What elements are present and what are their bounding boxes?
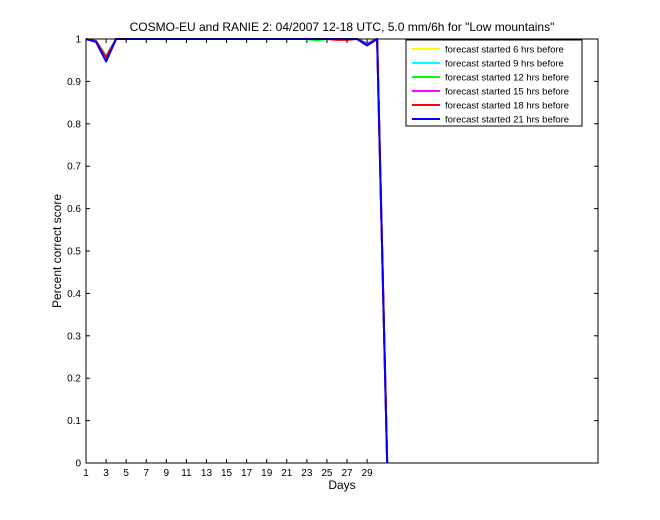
x-tick-label: 25 [321, 468, 333, 479]
y-tick-label: 0.5 [67, 247, 81, 258]
y-tick-label: 0.7 [67, 162, 81, 173]
x-tick-label: 21 [281, 468, 293, 479]
y-tick-label: 0.9 [67, 77, 81, 88]
x-tick-label: 27 [341, 468, 353, 479]
x-tick-label: 11 [181, 468, 192, 479]
legend-label-3: forecast started 12 hrs before [445, 73, 569, 84]
x-tick-label: 13 [201, 468, 213, 479]
x-tick-label: 7 [143, 468, 149, 479]
chart-title: COSMO-EU and RANIE 2: 04/2007 12-18 UTC,… [130, 20, 555, 34]
legend-label-2: forecast started 9 hrs before [445, 59, 564, 70]
legend-label-6: forecast started 21 hrs before [445, 115, 569, 126]
legend-items: forecast started 6 hrs before forecast st… [412, 45, 569, 126]
x-tick-label: 9 [164, 468, 170, 479]
y-axis-ticks: 0 0.1 0.2 0.3 0.4 0.5 0.6 0.7 0.8 0.9 1 [67, 35, 598, 470]
x-tick-label: 3 [103, 468, 109, 479]
y-tick-label: 0.4 [67, 289, 81, 300]
legend-label-4: forecast started 15 hrs before [445, 87, 569, 98]
y-tick-label: 0.3 [67, 331, 81, 342]
x-axis-label: Days [328, 478, 355, 492]
x-tick-label: 29 [362, 468, 374, 479]
x-tick-label: 17 [241, 468, 253, 479]
y-tick-label: 0.1 [67, 416, 81, 427]
y-axis-label: Percent correct score [50, 194, 64, 308]
y-tick-label: 0.2 [67, 374, 81, 385]
x-tick-label: 19 [261, 468, 273, 479]
legend-label-1: forecast started 6 hrs before [445, 45, 564, 56]
x-tick-label: 5 [123, 468, 129, 479]
y-tick-label: 0.6 [67, 204, 81, 215]
y-tick-label: 0.8 [67, 119, 81, 130]
legend-box [405, 39, 583, 127]
legend: forecast started 6 hrs before forecast st… [405, 39, 583, 127]
x-tick-label: 15 [221, 468, 233, 479]
legend-label-5: forecast started 18 hrs before [445, 101, 569, 112]
x-tick-label: 1 [83, 468, 89, 479]
x-tick-label: 23 [301, 468, 313, 479]
x-axis-ticks: 1 3 5 7 9 11 13 15 17 19 21 23 25 27 29 [83, 39, 373, 479]
y-tick-label: 1 [75, 35, 81, 46]
y-tick-label: 0 [75, 459, 81, 470]
